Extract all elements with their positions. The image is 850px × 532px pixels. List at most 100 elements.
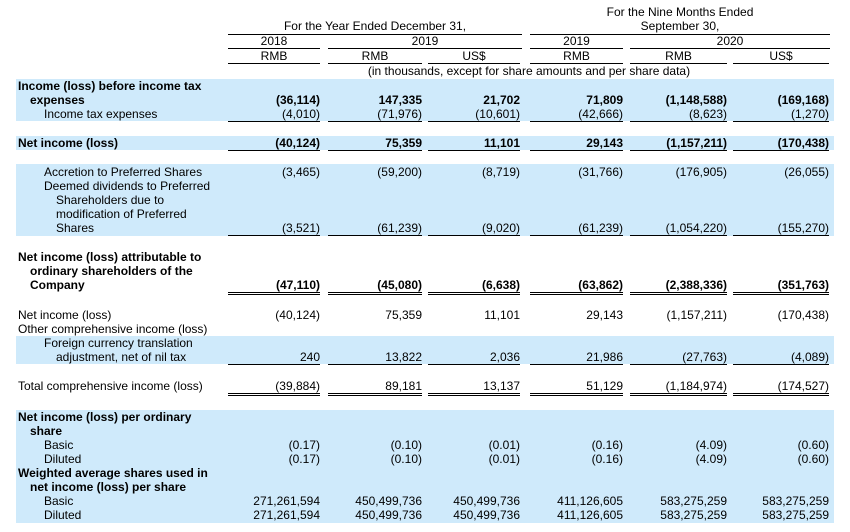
underline [530,294,623,295]
cell-value: (40,124) [275,136,320,150]
row-label: net income (loss) per share [30,480,187,494]
underline [630,364,727,365]
underline [428,235,520,236]
underline [530,395,623,396]
row-shading [16,410,834,466]
cell-value: (0.17) [288,452,320,466]
underline [428,395,520,396]
rule [328,63,422,64]
row-label: Accretion to Preferred Shares [44,165,203,179]
cell-value: (39,884) [275,379,320,393]
currency-heading: RMB [563,49,590,63]
rule [530,63,623,64]
cell-value: 271,261,594 [253,494,320,508]
cell-value: 450,499,736 [453,494,520,508]
underline [733,235,829,236]
row-label: Income tax expenses [44,107,158,121]
cell-value: (0.01) [488,452,520,466]
cell-value: (1,157,211) [666,308,728,322]
cell-value: (0.60) [797,452,829,466]
cell-value: 450,499,736 [355,494,422,508]
underline [630,150,727,151]
cell-value: 271,261,594 [253,508,320,522]
row-shading [16,336,834,364]
cell-value: (27,763) [682,350,727,364]
underline [328,395,422,396]
cell-value: 75,359 [385,308,422,322]
underline [228,395,320,396]
cell-value: (45,080) [377,278,422,292]
row-label: Basic [44,494,74,508]
cell-value: 29,143 [586,308,623,322]
cell-value: (176,905) [675,165,727,179]
cell-value: (3,521) [281,221,320,235]
row-label: Company [30,278,85,292]
year-heading: 2019 [411,34,439,48]
underline [530,235,623,236]
row-label: Shareholders due to [56,193,165,207]
underline [328,121,422,122]
cell-value: (4,089) [790,350,829,364]
row-label: share [30,424,63,438]
cell-value: (4,010) [281,107,320,121]
underline [428,121,520,122]
underline [428,393,520,394]
row-label: modification of Preferred [56,207,187,221]
cell-value: (9,020) [481,221,520,235]
rule [530,34,830,35]
underline [530,292,623,293]
underline [630,395,727,396]
cell-value: (1,054,220) [665,221,727,235]
cell-value: (40,124) [275,308,320,322]
underline [228,292,320,293]
period-heading: For the Nine Months Ended [606,5,754,19]
underline [328,150,422,151]
rule [228,48,320,49]
cell-value: (42,666) [578,107,623,121]
underline [733,364,829,365]
cell-value: 75,359 [385,136,422,150]
cell-value: (1,184,974) [665,379,727,393]
row-label: Deemed dividends to Preferred [44,179,211,193]
row-label: ordinary shareholders of the [30,264,193,278]
row-label: Shares [56,221,95,235]
cell-value: (3,465) [281,165,320,179]
underline [630,292,727,293]
year-heading: 2019 [563,34,590,48]
underline [228,364,320,365]
currency-heading: RMB [361,49,389,63]
row-shading [16,164,834,236]
cell-value: (4.09) [695,452,727,466]
underline [228,393,320,394]
row-label: Weighted average shares used in [18,466,208,480]
cell-value: (8,623) [688,107,727,121]
row-label: Net income (loss) [18,308,112,322]
row-label: Basic [44,438,74,452]
cell-value: 21,702 [483,93,520,107]
cell-value: (47,110) [275,278,320,292]
cell-value: 583,275,259 [660,508,727,522]
underline [228,121,320,122]
cell-value: 11,101 [483,136,520,150]
cell-value: 13,137 [483,379,520,393]
cell-value: (1,148,588) [665,93,727,107]
row-shading [16,466,834,523]
row-shading [16,79,834,121]
cell-value: 411,126,605 [557,494,623,508]
cell-value: 411,126,605 [557,508,623,522]
rule [228,34,522,35]
underline [630,235,727,236]
cell-value: (63,862) [578,278,623,292]
cell-value: (170,438) [777,136,829,150]
cell-value: (0.60) [797,438,829,452]
cell-value: (8,719) [481,165,520,179]
rule [228,63,320,64]
currency-heading: RMB [665,49,692,63]
rule [630,48,830,49]
cell-value: 2,036 [489,350,520,364]
cell-value: (71,976) [377,107,422,121]
cell-value: 71,809 [586,93,623,107]
cell-value: (0.16) [591,438,623,452]
underline [228,235,320,236]
